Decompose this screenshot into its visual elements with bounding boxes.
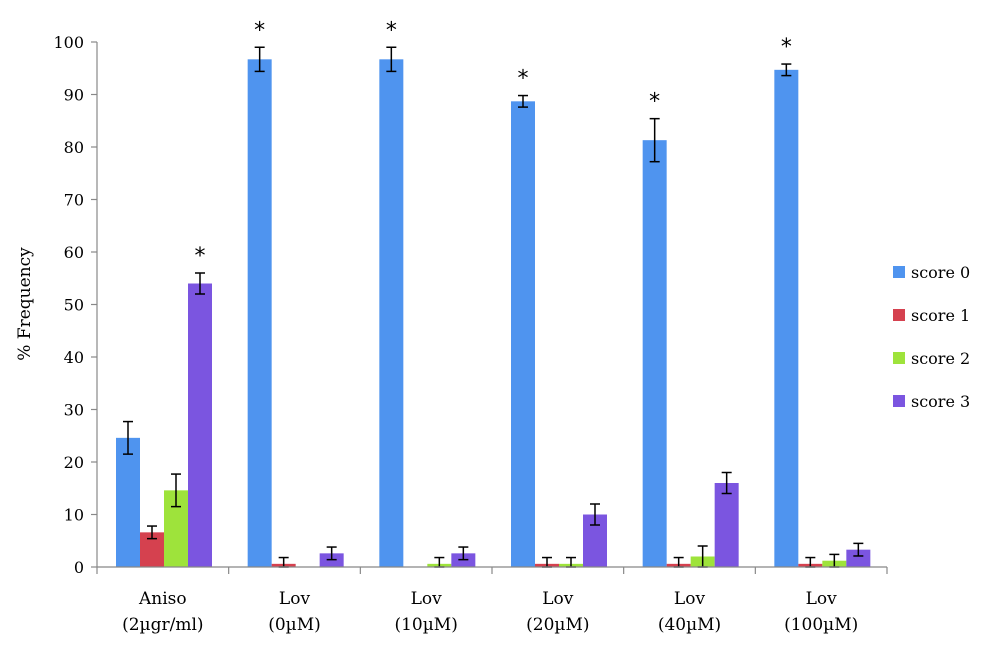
x-category-label: (100µM)	[784, 615, 858, 635]
significance-star: *	[518, 67, 529, 92]
y-ticks: 0 10 20 30 40 50 60 70 80 90 100	[53, 33, 97, 577]
x-category-label: (10µM)	[394, 615, 457, 635]
y-tick-label: 50	[64, 296, 84, 315]
x-category-label: Lov	[279, 589, 311, 609]
x-category-label: (2µgr/ml)	[122, 615, 203, 635]
x-category-label: Lov	[542, 589, 574, 609]
bar	[511, 101, 535, 567]
bar	[774, 69, 799, 567]
y-tick-label: 20	[64, 453, 84, 472]
x-category-label: Lov	[674, 589, 706, 609]
x-category-label: Lov	[806, 589, 838, 609]
x-category-label: Lov	[411, 589, 443, 609]
bar	[846, 549, 871, 567]
x-category-label: (40µM)	[658, 615, 721, 635]
legend-swatch	[893, 352, 905, 364]
significance-star: *	[386, 18, 397, 43]
y-tick-label: 90	[64, 86, 84, 105]
significance-star: *	[649, 90, 660, 115]
legend-swatch	[893, 395, 905, 407]
x-categories: Aniso (2µgr/ml) Lov (0µM) Lov (10µM) Lov (20µM)…	[96, 567, 888, 635]
axes	[96, 42, 887, 568]
y-axis-title: % Frequency	[15, 247, 35, 361]
bar	[642, 140, 667, 568]
bar	[188, 283, 212, 567]
y-tick-label: 80	[64, 138, 84, 157]
y-tick-label: 40	[64, 348, 84, 367]
bar	[247, 59, 272, 567]
y-tick-label: 0	[74, 558, 84, 577]
y-tick-label: 70	[64, 191, 84, 210]
bars-layer	[116, 59, 871, 568]
legend-label: score 2	[911, 349, 970, 368]
legend-swatch	[893, 266, 905, 278]
legend-label: score 3	[911, 392, 970, 411]
bar	[116, 437, 140, 567]
y-tick-label: 100	[53, 33, 84, 52]
significance-star: *	[254, 18, 265, 43]
y-tick-label: 30	[64, 401, 84, 420]
y-tick-label: 60	[64, 243, 84, 262]
significance-layer: * * * * * *	[195, 18, 792, 269]
significance-star: *	[195, 244, 206, 269]
x-category-label: (0µM)	[268, 615, 321, 635]
x-category-label: Aniso	[138, 589, 187, 609]
x-category-label: (20µM)	[526, 615, 589, 635]
bar	[379, 59, 404, 567]
error-bars-layer	[123, 46, 864, 568]
bar	[714, 483, 739, 567]
y-tick-label: 10	[64, 506, 84, 525]
legend-label: score 0	[911, 263, 970, 282]
legend-label: score 1	[911, 306, 970, 325]
legend: score 0 score 1 score 2 score 3	[893, 263, 970, 411]
legend-swatch	[893, 309, 905, 321]
significance-star: *	[781, 35, 792, 60]
